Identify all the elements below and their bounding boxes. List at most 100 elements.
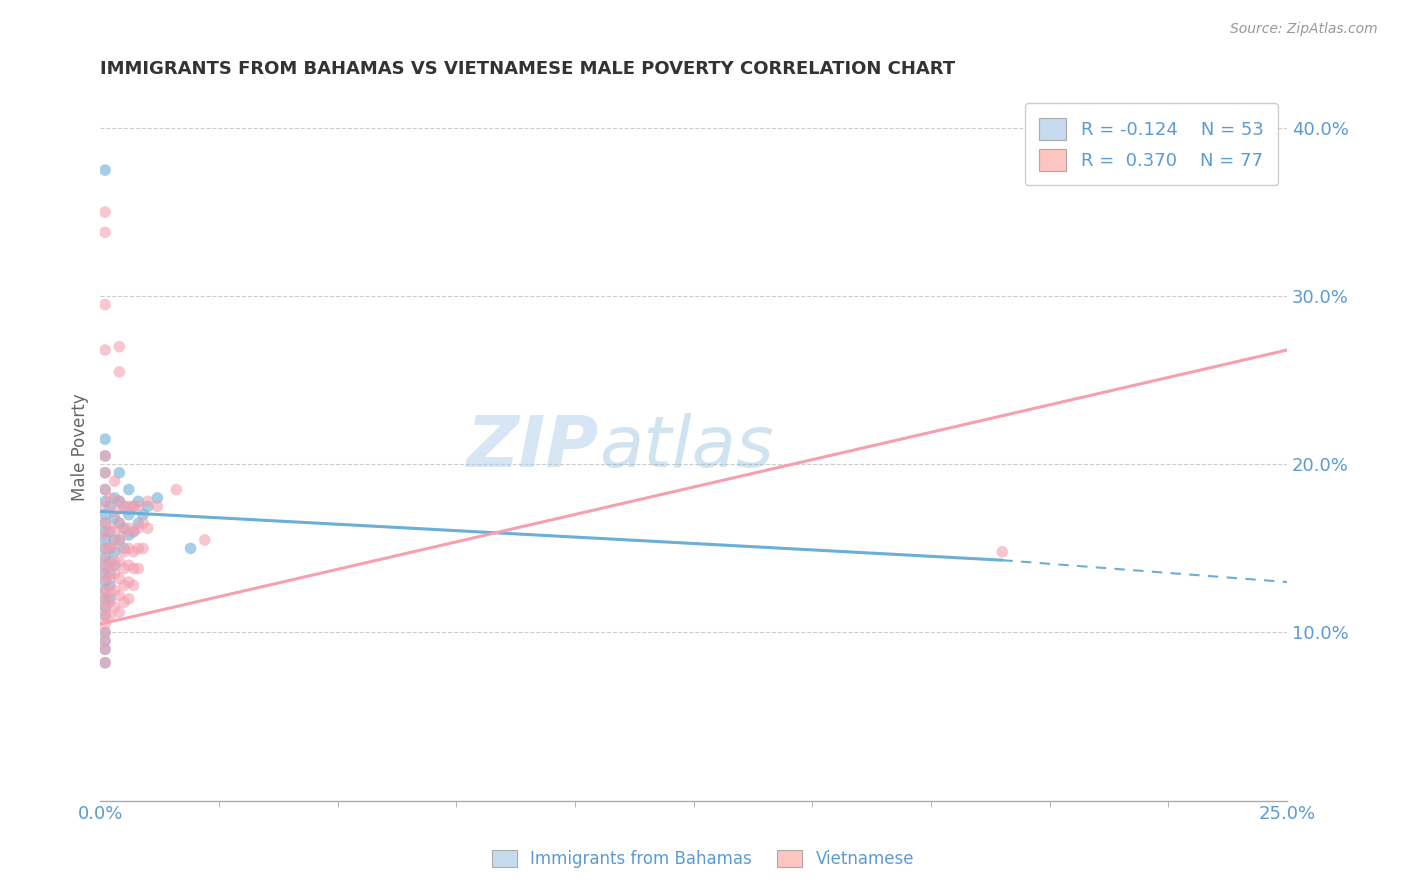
- Point: [104, 583, 127, 598]
- Point: [98, 595, 121, 609]
- Point: [98, 591, 121, 606]
- Point: [94, 600, 117, 615]
- Point: [94, 541, 117, 556]
- Text: ZIP: ZIP: [467, 413, 599, 482]
- Point: [94, 633, 117, 648]
- Legend: R = -0.124    N = 53, R =  0.370    N = 77: R = -0.124 N = 53, R = 0.370 N = 77: [1025, 103, 1278, 186]
- Point: [94, 343, 117, 357]
- Point: [94, 449, 117, 463]
- Point: [94, 533, 117, 547]
- Point: [94, 500, 117, 514]
- Point: [136, 500, 159, 514]
- Point: [98, 541, 121, 556]
- Point: [112, 541, 135, 556]
- Point: [104, 533, 127, 547]
- Point: [146, 500, 169, 514]
- Text: Source: ZipAtlas.com: Source: ZipAtlas.com: [1230, 22, 1378, 37]
- Point: [104, 511, 127, 525]
- Point: [98, 555, 121, 569]
- Point: [108, 340, 131, 354]
- Point: [108, 533, 131, 547]
- Point: [112, 500, 135, 514]
- Point: [112, 561, 135, 575]
- Point: [104, 524, 127, 539]
- Point: [165, 483, 187, 497]
- Point: [104, 558, 127, 573]
- Point: [118, 591, 141, 606]
- Point: [108, 572, 131, 586]
- Point: [94, 625, 117, 640]
- Point: [98, 572, 121, 586]
- Point: [127, 521, 149, 535]
- Point: [98, 541, 121, 556]
- Point: [122, 524, 145, 539]
- Text: atlas: atlas: [599, 413, 773, 482]
- Point: [108, 533, 131, 547]
- Point: [94, 600, 117, 615]
- Point: [112, 578, 135, 592]
- Point: [94, 432, 117, 446]
- Point: [94, 591, 117, 606]
- Point: [94, 625, 117, 640]
- Point: [108, 605, 131, 619]
- Point: [127, 500, 149, 514]
- Point: [122, 578, 145, 592]
- Point: [118, 500, 141, 514]
- Point: [122, 561, 145, 575]
- Point: [94, 466, 117, 480]
- Point: [94, 494, 117, 508]
- Point: [94, 553, 117, 567]
- Point: [94, 642, 117, 657]
- Point: [94, 642, 117, 657]
- Point: [122, 524, 145, 539]
- Point: [112, 524, 135, 539]
- Point: [108, 589, 131, 603]
- Point: [112, 521, 135, 535]
- Point: [991, 545, 1014, 559]
- Point: [98, 521, 121, 535]
- Point: [98, 566, 121, 581]
- Point: [108, 494, 131, 508]
- Point: [132, 516, 155, 531]
- Point: [94, 225, 117, 239]
- Point: [108, 516, 131, 531]
- Point: [94, 483, 117, 497]
- Point: [108, 555, 131, 569]
- Point: [94, 516, 117, 531]
- Point: [94, 575, 117, 590]
- Point: [94, 656, 117, 670]
- Point: [104, 600, 127, 615]
- Point: [94, 617, 117, 632]
- Point: [94, 583, 117, 598]
- Text: IMMIGRANTS FROM BAHAMAS VS VIETNAMESE MALE POVERTY CORRELATION CHART: IMMIGRANTS FROM BAHAMAS VS VIETNAMESE MA…: [100, 60, 956, 78]
- Point: [94, 541, 117, 556]
- Point: [108, 516, 131, 531]
- Point: [118, 483, 141, 497]
- Point: [122, 545, 145, 559]
- Point: [94, 608, 117, 623]
- Point: [98, 558, 121, 573]
- Point: [94, 583, 117, 598]
- Point: [104, 474, 127, 488]
- Point: [94, 449, 117, 463]
- Point: [127, 541, 149, 556]
- Point: [118, 575, 141, 590]
- Point: [94, 633, 117, 648]
- Point: [112, 500, 135, 514]
- Point: [132, 541, 155, 556]
- Point: [136, 521, 159, 535]
- Point: [94, 561, 117, 575]
- Point: [194, 533, 217, 547]
- Point: [180, 541, 202, 556]
- Point: [94, 572, 117, 586]
- Point: [94, 549, 117, 564]
- Point: [98, 608, 121, 623]
- Point: [104, 504, 127, 518]
- Point: [118, 521, 141, 535]
- Point: [122, 500, 145, 514]
- Point: [118, 528, 141, 542]
- Point: [108, 365, 131, 379]
- Point: [112, 545, 135, 559]
- Point: [104, 545, 127, 559]
- Point: [118, 558, 141, 573]
